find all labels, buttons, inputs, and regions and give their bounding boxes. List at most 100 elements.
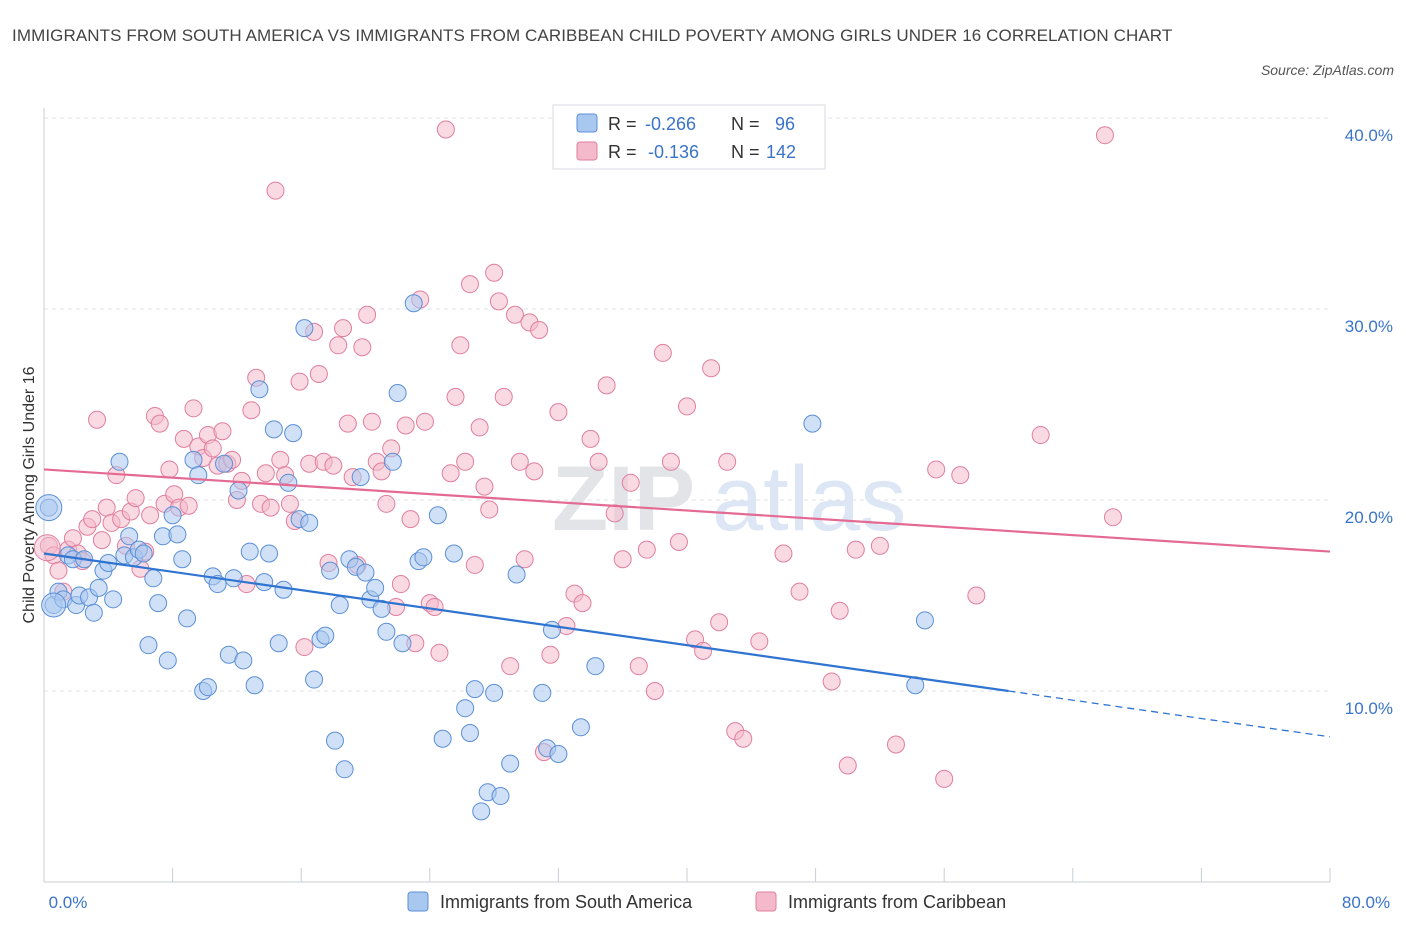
data-point-south-america xyxy=(250,380,269,399)
data-point-caribbean xyxy=(88,410,107,429)
data-point-caribbean xyxy=(822,672,841,691)
data-point-caribbean xyxy=(391,575,410,594)
data-point-caribbean xyxy=(63,529,82,548)
data-point-south-america xyxy=(104,590,123,609)
data-point-caribbean xyxy=(465,555,484,574)
data-point-caribbean xyxy=(362,412,381,431)
legend-r-value-caribbean: -0.136 xyxy=(648,142,699,162)
legend-n-value-caribbean: 142 xyxy=(766,142,796,162)
data-point-caribbean xyxy=(324,456,343,475)
legend-box xyxy=(552,104,826,170)
data-point-caribbean xyxy=(927,460,946,479)
data-point-south-america xyxy=(428,506,447,525)
data-point-caribbean xyxy=(213,422,232,441)
data-point-south-america xyxy=(144,569,163,588)
data-point-south-america xyxy=(542,620,561,639)
data-point-caribbean xyxy=(678,397,696,416)
legend-n-value-south-america: 96 xyxy=(775,114,795,134)
data-point-south-america xyxy=(41,592,67,618)
data-point-caribbean xyxy=(456,452,475,471)
data-point-south-america xyxy=(915,611,934,630)
data-point-caribbean xyxy=(935,769,954,788)
data-point-caribbean xyxy=(261,498,280,517)
data-point-caribbean xyxy=(605,504,624,523)
data-point-caribbean xyxy=(581,429,600,448)
data-point-south-america xyxy=(173,550,192,569)
data-point-south-america xyxy=(284,424,303,443)
data-point-caribbean xyxy=(295,638,314,657)
data-point-caribbean xyxy=(838,756,857,775)
data-point-south-america xyxy=(372,599,391,618)
data-point-caribbean xyxy=(510,452,529,471)
x-tick-label-max: 80.0% xyxy=(1342,893,1390,912)
data-point-caribbean xyxy=(489,292,508,311)
data-point-south-america xyxy=(229,481,248,500)
data-point-caribbean xyxy=(734,729,753,748)
data-point-caribbean xyxy=(515,550,534,569)
data-point-caribbean xyxy=(886,735,905,754)
y-tick-label: 20.0% xyxy=(1345,508,1393,527)
data-point-south-america xyxy=(245,676,264,695)
data-point-south-america xyxy=(803,414,822,433)
data-point-caribbean xyxy=(1103,508,1122,527)
data-point-south-america xyxy=(300,513,319,532)
data-point-caribbean xyxy=(460,275,479,294)
data-point-caribbean xyxy=(309,364,328,383)
data-point-south-america xyxy=(178,609,197,628)
data-point-caribbean xyxy=(505,305,524,324)
data-point-caribbean xyxy=(710,613,729,632)
data-point-caribbean xyxy=(353,338,372,357)
legend-r-value-south-america: -0.266 xyxy=(645,114,696,134)
trend-line-caribbean xyxy=(43,468,1331,553)
data-point-south-america xyxy=(325,731,344,750)
bottom-legend-swatch-caribbean xyxy=(755,891,777,912)
chart-source: Source: ZipAtlas.com xyxy=(1260,62,1394,78)
data-point-south-america xyxy=(456,699,475,718)
data-point-caribbean xyxy=(49,561,68,580)
data-point-caribbean xyxy=(549,403,568,422)
watermark-atlas: atlas xyxy=(712,448,906,550)
data-point-caribbean xyxy=(597,376,616,395)
data-point-caribbean xyxy=(83,510,102,529)
data-point-caribbean xyxy=(870,536,889,555)
legend-r-label-south-america: R = xyxy=(608,114,637,134)
data-point-south-america xyxy=(184,450,203,469)
data-point-caribbean xyxy=(589,452,608,471)
data-point-caribbean xyxy=(141,506,160,525)
data-point-south-america xyxy=(35,494,63,522)
data-point-caribbean xyxy=(501,657,520,676)
data-point-south-america xyxy=(377,622,396,641)
data-point-south-america xyxy=(491,787,510,806)
data-point-south-america xyxy=(586,657,605,676)
data-point-caribbean xyxy=(33,534,61,562)
data-point-caribbean xyxy=(653,343,672,362)
data-point-south-america xyxy=(433,729,452,748)
data-point-south-america xyxy=(215,454,234,473)
data-point-south-america xyxy=(414,548,433,567)
data-point-caribbean xyxy=(790,582,809,601)
data-point-caribbean xyxy=(846,540,865,559)
data-point-caribbean xyxy=(470,418,489,437)
trend-line-south-america xyxy=(43,552,1009,693)
legend: R = -0.266 N = 96 R = -0.136 N = 142 xyxy=(552,104,826,170)
chart-title: IMMIGRANTS FROM SOUTH AMERICA VS IMMIGRA… xyxy=(12,26,1173,45)
data-point-south-america xyxy=(110,452,129,471)
data-point-caribbean xyxy=(951,466,970,485)
data-point-south-america xyxy=(356,563,375,582)
data-point-caribbean xyxy=(174,429,193,448)
data-point-caribbean xyxy=(525,462,544,481)
data-point-caribbean xyxy=(92,531,111,550)
data-point-south-america xyxy=(168,525,187,544)
data-point-caribbean xyxy=(446,387,465,406)
data-point-caribbean xyxy=(573,594,592,613)
data-point-south-america xyxy=(269,634,288,653)
data-point-caribbean xyxy=(333,319,352,338)
data-point-south-america xyxy=(89,578,108,597)
data-point-south-america xyxy=(234,651,253,670)
data-point-south-america xyxy=(84,603,103,622)
data-point-caribbean xyxy=(242,401,261,420)
data-point-caribbean xyxy=(750,632,769,651)
data-point-south-america xyxy=(260,544,279,563)
data-point-south-america xyxy=(224,569,243,588)
data-point-caribbean xyxy=(377,494,396,513)
